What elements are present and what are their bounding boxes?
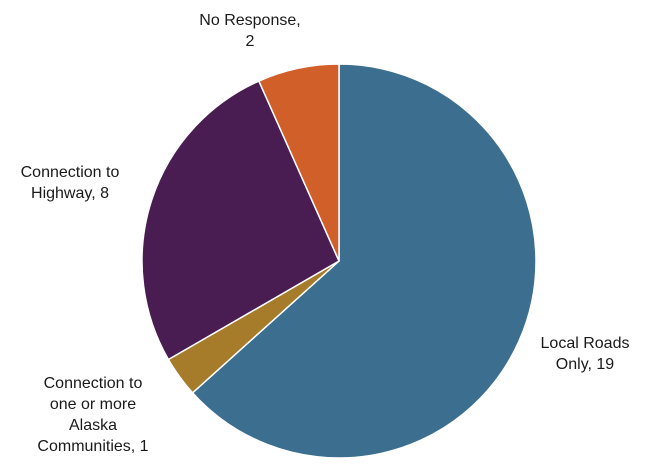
slice-label-line: Alaska — [68, 417, 118, 434]
slice-label-local-roads: Local Roads Only, 19 — [520, 333, 647, 375]
pie-slices — [141, 63, 537, 459]
pie-slice-3 — [257, 63, 340, 262]
slice-label-line: Connection to — [20, 164, 120, 181]
slice-label-line: one or more — [49, 396, 137, 413]
slice-label-no-response: No Response, 2 — [180, 10, 320, 52]
slice-label-line: Highway, 8 — [31, 185, 109, 202]
slice-label-highway: Connection to Highway, 8 — [0, 162, 140, 204]
pie-slice-0 — [191, 63, 537, 459]
slice-label-line: Local Roads — [540, 335, 630, 352]
slice-label-line: 2 — [245, 33, 255, 50]
slice-label-line: Only, 19 — [555, 356, 615, 373]
slice-label-line: No Response, — [199, 12, 301, 29]
slice-label-line: Communities, 1 — [37, 438, 149, 455]
slice-label-line: Connection to — [43, 375, 143, 392]
slice-label-alaska-communities: Connection to one or more Alaska Communi… — [18, 373, 168, 457]
